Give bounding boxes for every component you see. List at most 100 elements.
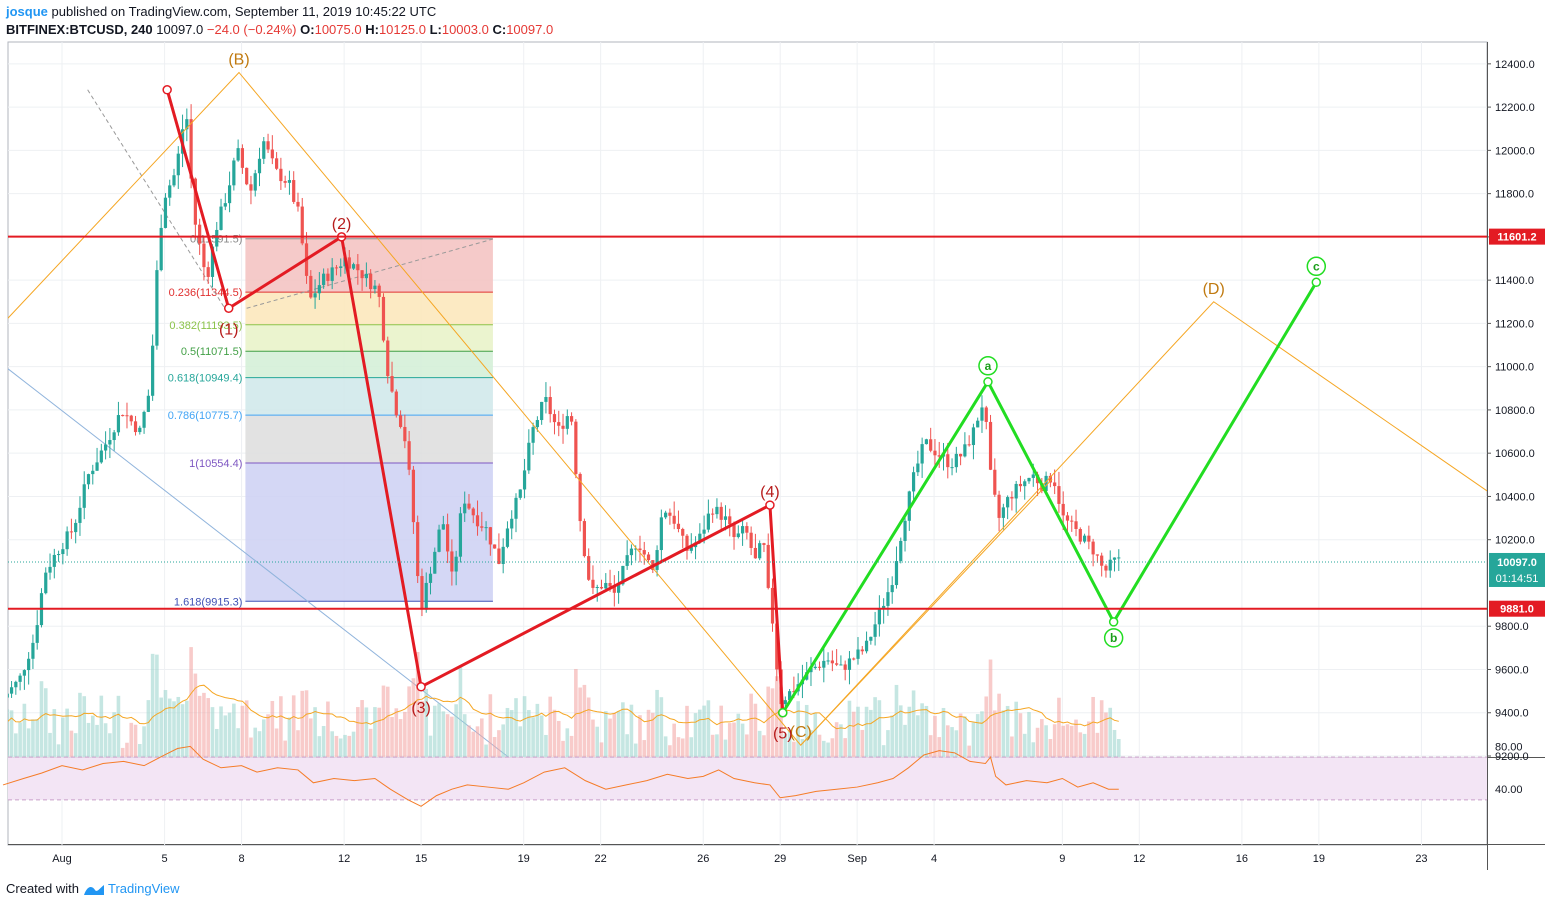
volume-bar	[95, 724, 99, 757]
candle-body	[1112, 557, 1117, 560]
fib-level-label: 0.786(10775.7)	[168, 410, 243, 422]
volume-bar	[432, 705, 437, 757]
candle-body	[257, 158, 262, 174]
volume-bar	[8, 709, 10, 757]
publish-text: published on TradingView.com, September …	[51, 4, 437, 19]
volume-bar	[591, 719, 595, 757]
volume-bar	[296, 730, 300, 757]
dashed-channel-line	[246, 238, 494, 309]
candle-body	[950, 467, 954, 469]
volume-bar	[659, 697, 664, 757]
volume-bar	[710, 734, 715, 757]
candle-body	[151, 345, 155, 396]
candle-body	[463, 503, 467, 514]
volume-bar	[941, 707, 946, 757]
volume-bar	[873, 697, 877, 757]
candle-body	[480, 526, 484, 528]
volume-bar	[206, 698, 211, 757]
price-tick-label: 11000.0	[1495, 362, 1534, 374]
low-key: L:	[429, 22, 442, 37]
candle-body	[689, 547, 693, 551]
volume-bar	[347, 735, 352, 757]
volume-bar	[82, 696, 87, 757]
volume-bar	[702, 705, 706, 757]
candle-body	[424, 582, 428, 610]
volume-bar	[988, 659, 993, 757]
author-name[interactable]: josque	[6, 4, 48, 19]
volume-bar	[792, 741, 796, 757]
candle-body	[95, 462, 99, 471]
candle-body	[428, 573, 433, 583]
candle-body	[309, 275, 313, 298]
price-tick-label: 11400.0	[1495, 275, 1534, 287]
candle-body	[599, 587, 604, 589]
volume-bar	[22, 703, 27, 757]
volume-bar	[727, 723, 732, 757]
candle-body	[634, 548, 638, 550]
volume-bar	[928, 735, 933, 757]
volume-bar	[462, 714, 467, 757]
volume-bar	[1065, 724, 1070, 757]
fib-level-label: 0.382(11193.5)	[169, 320, 242, 332]
rsi-line	[2, 745, 1119, 807]
volume-bar	[351, 731, 356, 757]
volume-bar	[385, 686, 390, 757]
volume-bar	[1005, 705, 1010, 757]
volume-bar	[595, 726, 600, 757]
volume-bar	[244, 700, 249, 757]
volume-bar	[997, 693, 1001, 757]
candle-body	[582, 521, 587, 557]
candle-body	[835, 663, 839, 665]
abc-label: c	[1313, 259, 1320, 273]
candle-body	[1006, 497, 1010, 508]
candle-body	[219, 206, 223, 230]
volume-bar	[189, 647, 193, 757]
candle-body	[929, 439, 933, 451]
volume-bar	[676, 737, 681, 757]
candle-body	[471, 508, 475, 516]
time-tick-label: 9	[1059, 853, 1065, 865]
volume-bar	[61, 717, 65, 757]
candle-body	[569, 416, 574, 422]
volume-bar	[745, 734, 749, 757]
volume-bar	[1040, 719, 1044, 757]
volume-bar	[911, 690, 916, 757]
candle-body	[356, 264, 360, 271]
volume-bar	[48, 732, 52, 757]
candles	[1, 104, 1121, 715]
candle-body	[236, 148, 240, 161]
volume-bar	[916, 715, 920, 757]
candle-body	[933, 450, 937, 456]
candle-body	[31, 642, 35, 659]
volume-bar	[680, 738, 685, 757]
rsi-band	[8, 757, 1487, 800]
candle-body	[155, 270, 159, 346]
volume-bar	[116, 695, 121, 757]
volume-bar	[1116, 739, 1121, 757]
candle-body	[112, 432, 116, 441]
volume-bar	[518, 726, 523, 757]
volume-bar	[35, 719, 40, 757]
candle-body	[1, 698, 4, 702]
candle-body	[420, 576, 424, 610]
candle-body	[788, 691, 792, 701]
volume-bar	[274, 728, 279, 757]
candle-body	[104, 444, 108, 451]
volume-bar	[574, 668, 578, 757]
volume-bar	[437, 703, 441, 757]
candle-body	[659, 517, 663, 551]
close-value: 10097.0	[506, 22, 554, 37]
volume-bar	[501, 724, 505, 757]
candle-body	[398, 415, 403, 427]
tradingview-link[interactable]: TradingView	[107, 881, 180, 896]
candle-body	[877, 608, 881, 625]
volume-bar	[898, 705, 903, 757]
volume-bar	[937, 737, 942, 757]
candle-body	[685, 535, 689, 551]
volume-bar	[112, 712, 116, 757]
volume-bar	[381, 685, 386, 757]
volume-bar	[356, 707, 360, 757]
candle-body	[1091, 541, 1095, 555]
volume-bar	[1099, 700, 1104, 757]
